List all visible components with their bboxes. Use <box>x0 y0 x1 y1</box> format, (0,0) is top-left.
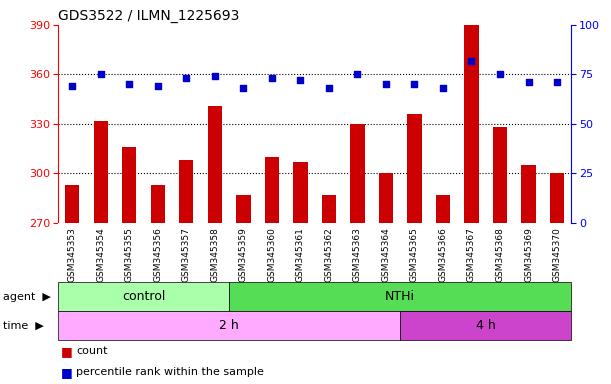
Point <box>238 85 248 91</box>
Text: GSM345354: GSM345354 <box>97 227 105 282</box>
Bar <box>550 173 564 223</box>
Point <box>353 71 362 78</box>
Point <box>181 75 191 81</box>
Bar <box>208 106 222 223</box>
Text: GSM345362: GSM345362 <box>324 227 334 282</box>
Point <box>296 77 306 83</box>
Text: GSM345365: GSM345365 <box>410 227 419 282</box>
Bar <box>93 121 108 223</box>
Bar <box>229 282 571 311</box>
Text: 4 h: 4 h <box>476 319 496 332</box>
Text: GSM345355: GSM345355 <box>125 227 134 282</box>
Point <box>324 85 334 91</box>
Bar <box>265 157 279 223</box>
Bar <box>350 124 365 223</box>
Bar <box>236 195 251 223</box>
Point <box>210 73 220 79</box>
Point <box>438 85 448 91</box>
Text: GSM345361: GSM345361 <box>296 227 305 282</box>
Point <box>96 71 106 78</box>
Text: GSM345353: GSM345353 <box>68 227 77 282</box>
Text: GSM345357: GSM345357 <box>182 227 191 282</box>
Bar <box>179 160 194 223</box>
Bar <box>58 282 229 311</box>
Text: NTHi: NTHi <box>385 290 415 303</box>
Point <box>67 83 77 89</box>
Point <box>467 58 477 64</box>
Bar <box>521 165 536 223</box>
Bar <box>400 311 571 340</box>
Text: count: count <box>76 346 108 356</box>
Point <box>409 81 419 88</box>
Bar <box>322 195 336 223</box>
Point <box>125 81 134 88</box>
Text: GDS3522 / ILMN_1225693: GDS3522 / ILMN_1225693 <box>58 9 240 23</box>
Text: GSM345367: GSM345367 <box>467 227 476 282</box>
Text: GSM345370: GSM345370 <box>552 227 562 282</box>
Text: GSM345369: GSM345369 <box>524 227 533 282</box>
Point <box>267 75 277 81</box>
Text: time  ▶: time ▶ <box>3 320 44 331</box>
Point <box>381 81 391 88</box>
Text: 2 h: 2 h <box>219 319 239 332</box>
Bar <box>493 127 507 223</box>
Bar <box>151 185 165 223</box>
Bar <box>464 25 478 223</box>
Text: control: control <box>122 290 165 303</box>
Bar <box>379 173 393 223</box>
Text: GSM345360: GSM345360 <box>268 227 276 282</box>
Point <box>524 79 533 85</box>
Text: percentile rank within the sample: percentile rank within the sample <box>76 367 264 377</box>
Text: GSM345364: GSM345364 <box>381 227 390 282</box>
Bar <box>293 162 307 223</box>
Bar <box>58 311 400 340</box>
Bar <box>436 195 450 223</box>
Point <box>552 79 562 85</box>
Text: GSM345363: GSM345363 <box>353 227 362 282</box>
Bar <box>408 114 422 223</box>
Text: agent  ▶: agent ▶ <box>3 291 51 302</box>
Text: GSM345359: GSM345359 <box>239 227 248 282</box>
Point <box>495 71 505 78</box>
Text: GSM345368: GSM345368 <box>496 227 505 282</box>
Text: ■: ■ <box>61 366 77 379</box>
Bar <box>122 147 136 223</box>
Point <box>153 83 163 89</box>
Bar <box>65 185 79 223</box>
Text: GSM345356: GSM345356 <box>153 227 163 282</box>
Text: GSM345358: GSM345358 <box>210 227 219 282</box>
Text: ■: ■ <box>61 345 77 358</box>
Text: GSM345366: GSM345366 <box>439 227 447 282</box>
